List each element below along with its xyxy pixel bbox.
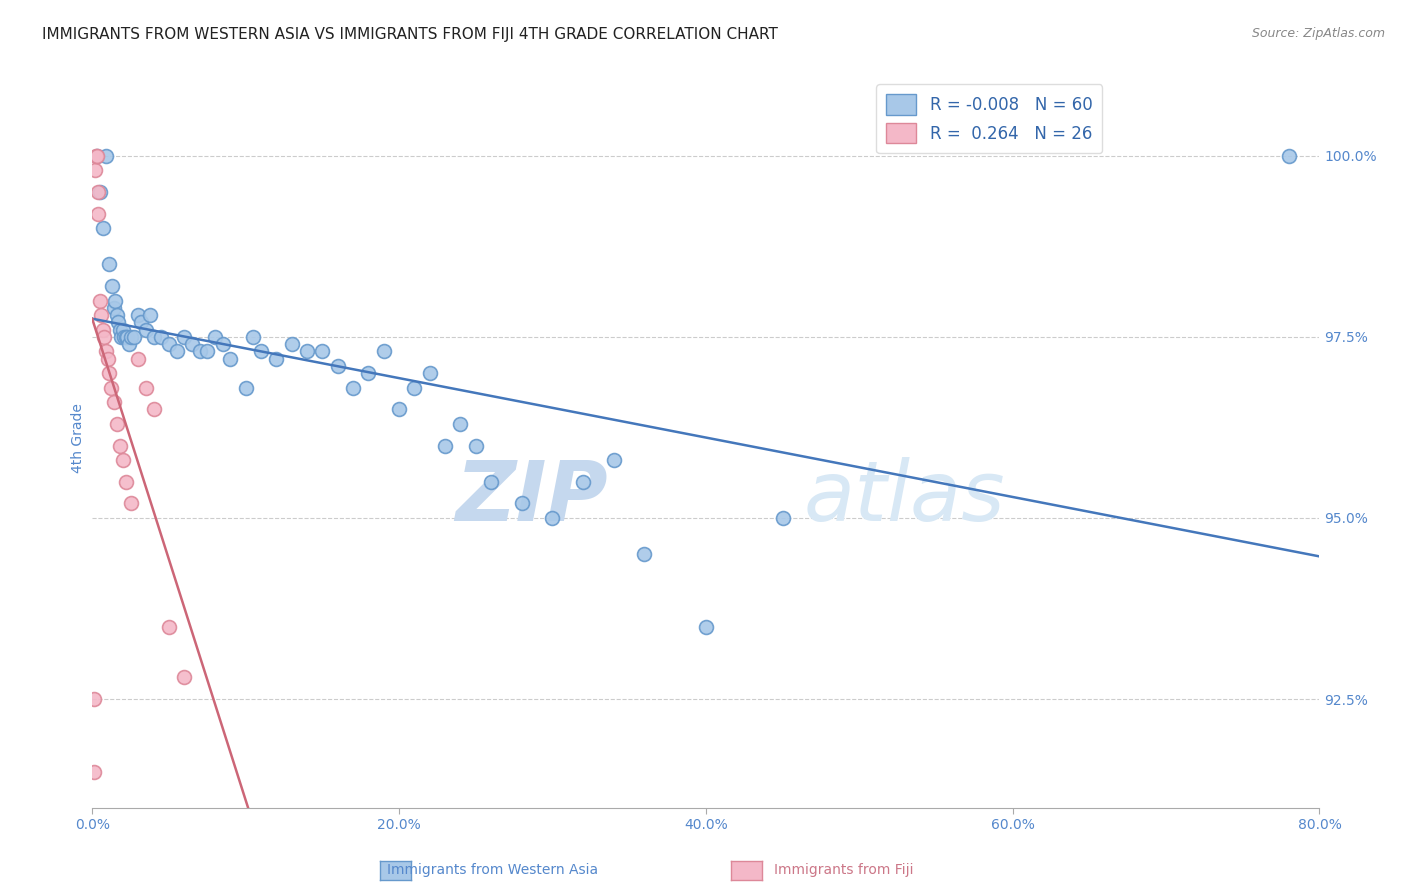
Point [120,496,142,510]
Point [135,380,157,394]
Point [633,547,655,561]
Point [280,337,302,351]
Point [110,330,132,344]
Point [103,301,125,315]
Point [434,438,457,452]
Point [111,322,134,336]
Point [93,330,115,344]
Point [603,453,626,467]
Point [572,475,595,489]
Point [112,330,135,344]
Point [115,475,138,489]
Point [135,322,157,336]
Point [129,315,152,329]
Point [100,380,122,394]
Point [120,330,142,344]
Point [127,308,149,322]
Point [83,692,105,706]
Point [90,308,112,322]
Point [211,337,233,351]
Point [195,344,218,359]
Point [111,453,134,467]
Point [142,402,165,417]
Point [105,417,128,431]
Point [404,380,426,394]
Point [188,344,211,359]
Point [84,148,107,162]
Point [264,351,287,366]
Point [150,330,173,344]
Point [104,293,127,308]
Text: ZIP: ZIP [456,457,607,538]
Point [108,438,131,452]
Point [479,475,502,489]
Point [86,148,108,162]
Text: Immigrants from Western Asia: Immigrants from Western Asia [387,863,598,877]
Point [118,337,141,351]
Point [173,330,195,344]
Point [157,620,180,634]
Point [91,221,114,235]
Text: atlas: atlas [804,457,1005,538]
Point [180,337,202,351]
Text: Immigrants from Fiji: Immigrants from Fiji [773,863,914,877]
Point [173,671,195,685]
Point [219,351,242,366]
Point [326,359,349,373]
Point [388,402,411,417]
Point [87,206,110,220]
Point [101,279,124,293]
Point [86,185,108,199]
Point [295,344,318,359]
Point [115,330,138,344]
Point [139,308,162,322]
Point [1278,148,1301,162]
Point [204,330,226,344]
Point [250,344,273,359]
Text: IMMIGRANTS FROM WESTERN ASIA VS IMMIGRANTS FROM FIJI 4TH GRADE CORRELATION CHART: IMMIGRANTS FROM WESTERN ASIA VS IMMIGRAN… [42,27,778,42]
Point [84,163,107,178]
Point [86,148,108,162]
Point [98,257,121,271]
Point [157,337,180,351]
Point [419,366,441,380]
Point [94,148,117,162]
Point [127,351,149,366]
Point [98,366,121,380]
Point [772,511,794,525]
Point [89,293,111,308]
Point [541,511,564,525]
Point [83,764,105,779]
Point [342,380,364,394]
Point [449,417,471,431]
Y-axis label: 4th Grade: 4th Grade [72,403,86,473]
Point [242,330,264,344]
Point [117,330,139,344]
Point [96,351,118,366]
Point [122,330,145,344]
Point [235,380,257,394]
Point [142,330,165,344]
Point [311,344,333,359]
Point [105,308,128,322]
Point [103,395,125,409]
Point [89,185,111,199]
Legend: R = -0.008   N = 60, R =  0.264   N = 26: R = -0.008 N = 60, R = 0.264 N = 26 [876,84,1102,153]
Point [464,438,486,452]
Point [166,344,188,359]
Point [357,366,380,380]
Point [107,315,129,329]
Point [373,344,395,359]
Point [510,496,533,510]
Point [108,322,131,336]
Text: Source: ZipAtlas.com: Source: ZipAtlas.com [1251,27,1385,40]
Point [91,322,114,336]
Point [695,620,717,634]
Point [94,344,117,359]
